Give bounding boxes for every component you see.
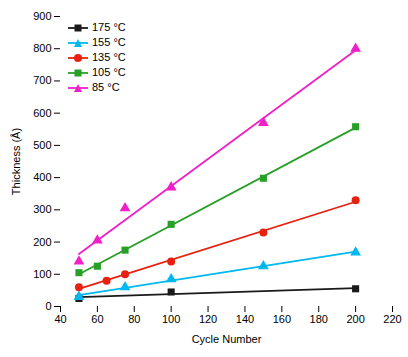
svg-text:900: 900 bbox=[33, 10, 51, 22]
svg-text:0: 0 bbox=[45, 300, 51, 312]
svg-text:200: 200 bbox=[33, 236, 51, 248]
svg-text:Cycle Number: Cycle Number bbox=[192, 333, 262, 345]
svg-text:120: 120 bbox=[199, 313, 217, 325]
svg-text:Thickness (Å): Thickness (Å) bbox=[10, 128, 22, 195]
svg-text:80: 80 bbox=[128, 313, 140, 325]
svg-text:800: 800 bbox=[33, 42, 51, 54]
svg-text:220: 220 bbox=[383, 313, 401, 325]
html-text:85 °C: 85 °C bbox=[92, 81, 120, 93]
svg-text:100: 100 bbox=[33, 268, 51, 280]
svg-text:500: 500 bbox=[33, 139, 51, 151]
svg-text:200: 200 bbox=[346, 313, 364, 325]
html-text:135 °C: 135 °C bbox=[92, 51, 126, 63]
svg-text:160: 160 bbox=[273, 313, 291, 325]
svg-text:700: 700 bbox=[33, 74, 51, 86]
svg-text:600: 600 bbox=[33, 107, 51, 119]
svg-text:180: 180 bbox=[310, 313, 328, 325]
svg-text:400: 400 bbox=[33, 171, 51, 183]
html-text:155 °C: 155 °C bbox=[92, 36, 126, 48]
svg-text:40: 40 bbox=[54, 313, 66, 325]
svg-text:140: 140 bbox=[236, 313, 254, 325]
html-text:175 °C: 175 °C bbox=[92, 21, 126, 33]
svg-text:300: 300 bbox=[33, 203, 51, 215]
html-text:105 °C: 105 °C bbox=[92, 66, 126, 78]
svg-text:60: 60 bbox=[91, 313, 103, 325]
svg-text:100: 100 bbox=[162, 313, 180, 325]
